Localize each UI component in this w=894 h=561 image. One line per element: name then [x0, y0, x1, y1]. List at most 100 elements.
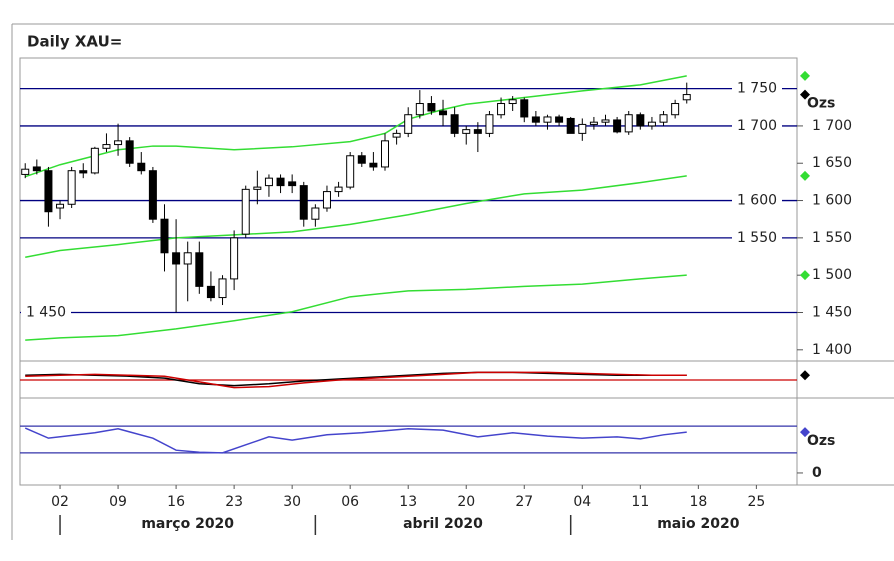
x-tick-label: 02 — [51, 494, 69, 510]
candle-body — [647, 121, 656, 127]
candle-body — [404, 114, 413, 134]
candle-body — [346, 155, 355, 188]
y-tick-label: 1 500 — [812, 267, 852, 283]
candle-body — [44, 170, 53, 213]
last-value-marker — [800, 370, 810, 381]
x-tick-label: 25 — [747, 494, 765, 510]
candle-body — [497, 103, 506, 116]
candle-body — [601, 119, 610, 123]
candle-body — [427, 103, 436, 112]
chart-title: Daily XAU= — [27, 33, 122, 51]
candle-body — [578, 123, 587, 134]
level-label-bg — [732, 191, 782, 210]
candle-body — [415, 103, 424, 116]
candle-body — [79, 170, 88, 174]
candle-body — [67, 170, 76, 205]
candle-body — [624, 114, 633, 133]
candle-body — [195, 252, 204, 287]
level-label: 1 600 — [737, 193, 777, 209]
last-value-marker — [800, 170, 810, 181]
x-tick-label: 09 — [109, 494, 127, 510]
y-tick-label: 0 — [812, 465, 822, 481]
level-label-bg — [732, 116, 782, 135]
candle-body — [520, 99, 529, 118]
candle-body — [322, 191, 331, 209]
candle-body — [392, 132, 401, 138]
x-tick-label: 23 — [225, 494, 243, 510]
month-label: abril 2020 — [403, 516, 483, 532]
candle-body — [334, 186, 343, 193]
x-tick-label: 13 — [399, 494, 417, 510]
candle-body — [659, 114, 668, 123]
x-tick-label: 11 — [631, 494, 649, 510]
candle-body — [613, 119, 622, 133]
y-tick-label: 1 650 — [812, 155, 852, 171]
last-close-marker — [800, 89, 810, 100]
candle-body — [682, 94, 691, 101]
last-value-marker — [800, 270, 810, 281]
candle-body — [21, 168, 30, 175]
candle-body — [172, 252, 181, 265]
candle-body — [508, 99, 517, 105]
instrument-label: Ozs — [807, 96, 835, 112]
x-tick-label: 27 — [515, 494, 533, 510]
line — [24, 75, 687, 178]
candle-body — [473, 129, 482, 134]
x-tick-label: 04 — [573, 494, 591, 510]
candle-body — [160, 218, 169, 254]
level-label-bg — [732, 228, 782, 247]
level-label-bg — [732, 79, 782, 98]
candle-body — [288, 181, 297, 187]
candle-body — [671, 103, 680, 116]
candle-body — [125, 140, 134, 164]
candle-body — [311, 207, 320, 220]
candle-body — [253, 186, 262, 190]
candle-body — [137, 162, 146, 172]
candle-body — [102, 144, 111, 149]
level-label: 1 450 — [26, 304, 66, 320]
line — [25, 371, 687, 389]
candle-body — [439, 110, 448, 116]
candle-body — [589, 121, 598, 125]
candle-body — [32, 166, 41, 172]
x-tick-label: 18 — [689, 494, 707, 510]
candle-body — [276, 177, 285, 187]
instrument-label: Ozs — [807, 433, 835, 449]
candle-body — [299, 185, 308, 220]
candle-body — [206, 285, 215, 299]
candle-body — [218, 278, 227, 299]
candle-body — [636, 114, 645, 127]
candle-body — [90, 147, 99, 174]
x-tick-label: 16 — [167, 494, 185, 510]
candle-body — [543, 116, 552, 123]
line — [25, 371, 687, 387]
candle-body — [56, 203, 65, 209]
x-tick-label: 20 — [457, 494, 475, 510]
y-tick-label: 1 450 — [812, 304, 852, 320]
line — [24, 427, 687, 454]
level-label: 1 550 — [737, 230, 777, 246]
candle-body — [148, 170, 157, 220]
candle-body — [462, 129, 471, 134]
last-value-marker — [800, 427, 810, 438]
candle-body — [531, 116, 540, 123]
candle-body — [183, 252, 192, 265]
level-label-bg — [21, 303, 71, 322]
month-label: março 2020 — [141, 516, 234, 532]
y-tick-label: 1 700 — [812, 118, 852, 134]
level-label: 1 700 — [737, 118, 777, 134]
candle-body — [555, 116, 564, 123]
month-label: maio 2020 — [657, 516, 740, 532]
x-tick-label: 30 — [283, 494, 301, 510]
x-tick-label: 06 — [341, 494, 359, 510]
candle-body — [380, 140, 389, 168]
candle-body — [114, 140, 123, 146]
candle-body — [264, 177, 273, 187]
candle-body — [241, 188, 250, 235]
candle-body — [369, 162, 378, 168]
line — [25, 274, 687, 341]
y-tick-label: 1 600 — [812, 193, 852, 209]
y-tick-label: 1 550 — [812, 230, 852, 246]
candle-body — [450, 114, 459, 134]
